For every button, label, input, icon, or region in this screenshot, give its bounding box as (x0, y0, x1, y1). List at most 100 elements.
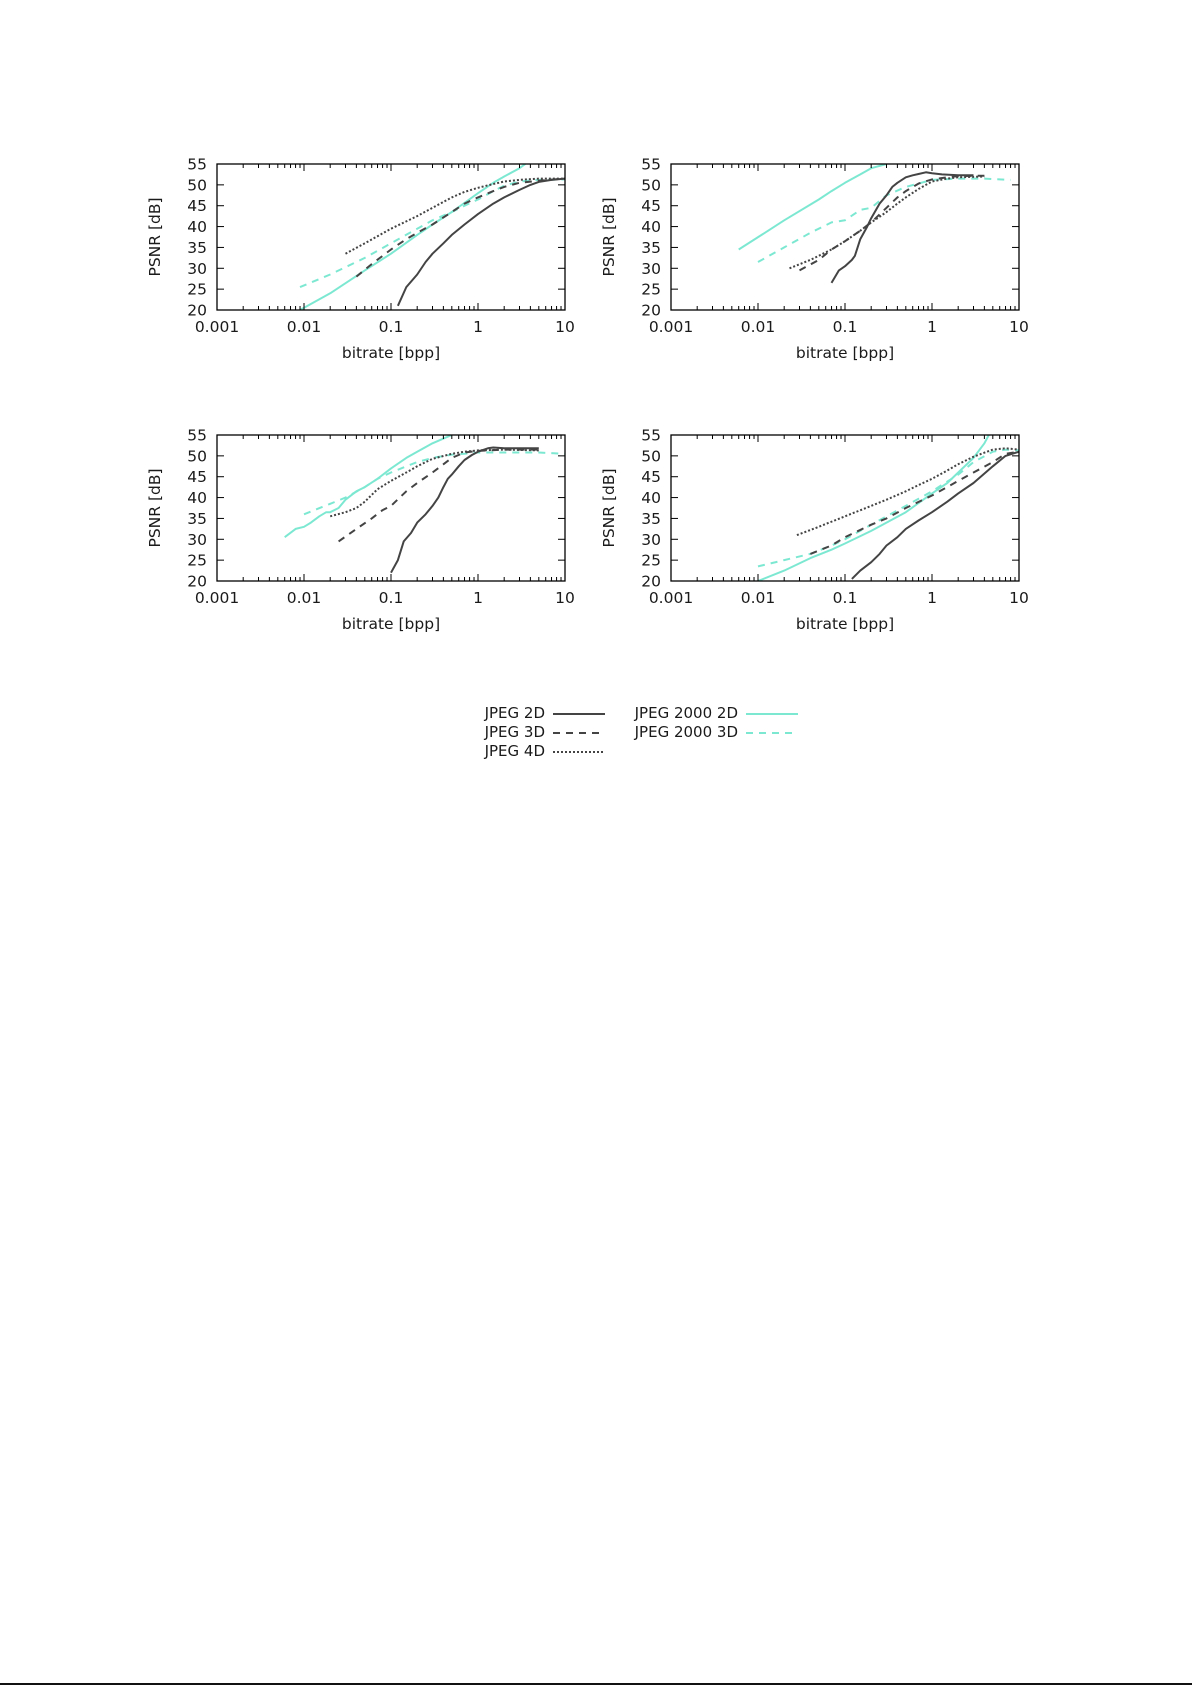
x-tick-label: 0.001 (649, 318, 693, 336)
legend-item-jpeg-2d: JPEG 2D (484, 704, 605, 723)
x-tick-label: 0.01 (741, 589, 776, 607)
series-jpeg-2d (396, 177, 565, 307)
series-jpeg-2000-2d (299, 164, 526, 310)
series-jpeg-2000-3d (757, 448, 1019, 568)
dashed-line-swatch-icon (553, 731, 605, 734)
y-tick-label: 50 (641, 176, 661, 194)
y-tick-label: 35 (187, 239, 207, 257)
x-tick-label: 1 (927, 318, 937, 336)
solid-line-swatch-icon (553, 712, 605, 715)
x-axis-label: bitrate [bpp] (342, 344, 440, 362)
dashed-line-swatch-icon (746, 731, 798, 734)
y-tick-label: 45 (187, 468, 207, 486)
y-tick-label: 30 (641, 260, 661, 278)
x-tick-label: 0.1 (379, 318, 404, 336)
series-jpeg-2d (390, 446, 539, 574)
x-axis-label: bitrate [bpp] (796, 615, 894, 633)
y-tick-label: 20 (641, 302, 661, 320)
y-axis-label: PSNR [dB] (146, 197, 164, 276)
plot-bottom-right: 20 25 30 35 40 45 50 55 0.001 0.01 0.1 1 10 bitrate [… (600, 427, 1029, 634)
plot-frame (670, 434, 1020, 582)
x-tick-label: 10 (1009, 589, 1029, 607)
y-axis-label: PSNR [dB] (600, 468, 618, 547)
dotted-line-swatch-icon (553, 750, 605, 753)
y-tick-label: 55 (641, 156, 661, 174)
series-jpeg-2d (851, 450, 1019, 580)
x-tick-label: 10 (555, 589, 575, 607)
legend-label: JPEG 4D (484, 742, 545, 760)
y-tick-label: 45 (641, 197, 661, 215)
y-tick-label: 50 (641, 447, 661, 465)
y-tick-label: 50 (187, 176, 207, 194)
y-tick-label: 25 (641, 552, 661, 570)
x-axis-label: bitrate [bpp] (342, 615, 440, 633)
plot-frame (216, 434, 566, 582)
x-tick-label: 0.001 (195, 318, 239, 336)
series-jpeg-2000-3d (757, 177, 1011, 263)
y-tick-label: 35 (641, 239, 661, 257)
plot-frame (216, 163, 566, 311)
plot-top-right: 20 25 30 35 40 45 50 55 0.001 0.01 0.1 1 10 bitrate [… (600, 156, 1029, 363)
series-jpeg-2d (830, 171, 974, 284)
y-tick-label: 25 (187, 281, 207, 299)
plot-bottom-left: 20 25 30 35 40 45 50 55 0.001 0.01 0.1 1 10 bitrate [… (146, 427, 575, 634)
series-jpeg-4d (796, 447, 1019, 537)
solid-line-swatch-icon (746, 712, 798, 715)
series-jpeg-2000-3d (303, 451, 565, 516)
series-group (284, 435, 565, 574)
y-tick-label: 40 (641, 218, 661, 236)
x-tick-label: 0.1 (833, 318, 858, 336)
legend-item-jpeg2000-3d: JPEG 2000 3D (634, 723, 798, 742)
x-tick-label: 0.01 (741, 318, 776, 336)
x-tick-label: 0.001 (649, 589, 693, 607)
series-jpeg-3d (799, 174, 985, 272)
x-tick-label: 10 (555, 318, 575, 336)
x-tick-label: 1 (473, 318, 483, 336)
x-tick-label: 0.001 (195, 589, 239, 607)
y-tick-label: 35 (187, 510, 207, 528)
legend-item-jpeg-4d: JPEG 4D (484, 742, 605, 761)
plot-frame (670, 163, 1020, 311)
y-tick-label: 30 (187, 260, 207, 278)
x-tick-label: 1 (473, 589, 483, 607)
page-bottom-rule (0, 1683, 1192, 1685)
series-jpeg-2000-2d (757, 435, 990, 581)
y-tick-label: 40 (641, 489, 661, 507)
y-tick-label: 30 (187, 531, 207, 549)
x-axis-label: bitrate [bpp] (796, 344, 894, 362)
y-tick-label: 20 (641, 573, 661, 591)
legend-item-jpeg-3d: JPEG 3D (484, 723, 605, 742)
y-axis-label: PSNR [dB] (600, 197, 618, 276)
legend-label: JPEG 2000 2D (634, 704, 738, 722)
y-tick-label: 20 (187, 573, 207, 591)
y-tick-label: 55 (641, 427, 661, 445)
legend-label: JPEG 2000 3D (634, 723, 738, 741)
series-jpeg-4d (329, 448, 539, 518)
x-tick-label: 1 (927, 589, 937, 607)
y-tick-label: 20 (187, 302, 207, 320)
series-jpeg-3d (810, 450, 1019, 555)
series-jpeg-4d (345, 177, 565, 255)
figure: 20 25 30 35 40 45 50 55 0.001 0.01 0.1 1 10 bitrate [… (146, 156, 1029, 634)
y-tick-label: 55 (187, 156, 207, 174)
y-tick-label: 50 (187, 447, 207, 465)
x-tick-label: 0.1 (833, 589, 858, 607)
series-group (738, 164, 1011, 284)
series-group (757, 435, 1019, 581)
x-tick-label: 10 (1009, 318, 1029, 336)
x-tick-label: 0.1 (379, 589, 404, 607)
y-tick-label: 25 (187, 552, 207, 570)
legend-label: JPEG 3D (484, 723, 545, 741)
y-tick-label: 30 (641, 531, 661, 549)
plot-top-left: 20 25 30 35 40 45 50 55 0.001 0.01 0.1 1 10 bitrate [… (146, 156, 575, 363)
series-jpeg-2000-2d (738, 164, 887, 251)
series-group (299, 164, 565, 310)
y-tick-label: 35 (641, 510, 661, 528)
y-tick-label: 40 (187, 218, 207, 236)
y-tick-label: 45 (187, 197, 207, 215)
y-axis-label: PSNR [dB] (146, 468, 164, 547)
y-tick-label: 40 (187, 489, 207, 507)
series-jpeg-2000-3d (299, 178, 565, 289)
legend-label: JPEG 2D (484, 704, 545, 722)
y-tick-label: 55 (187, 427, 207, 445)
